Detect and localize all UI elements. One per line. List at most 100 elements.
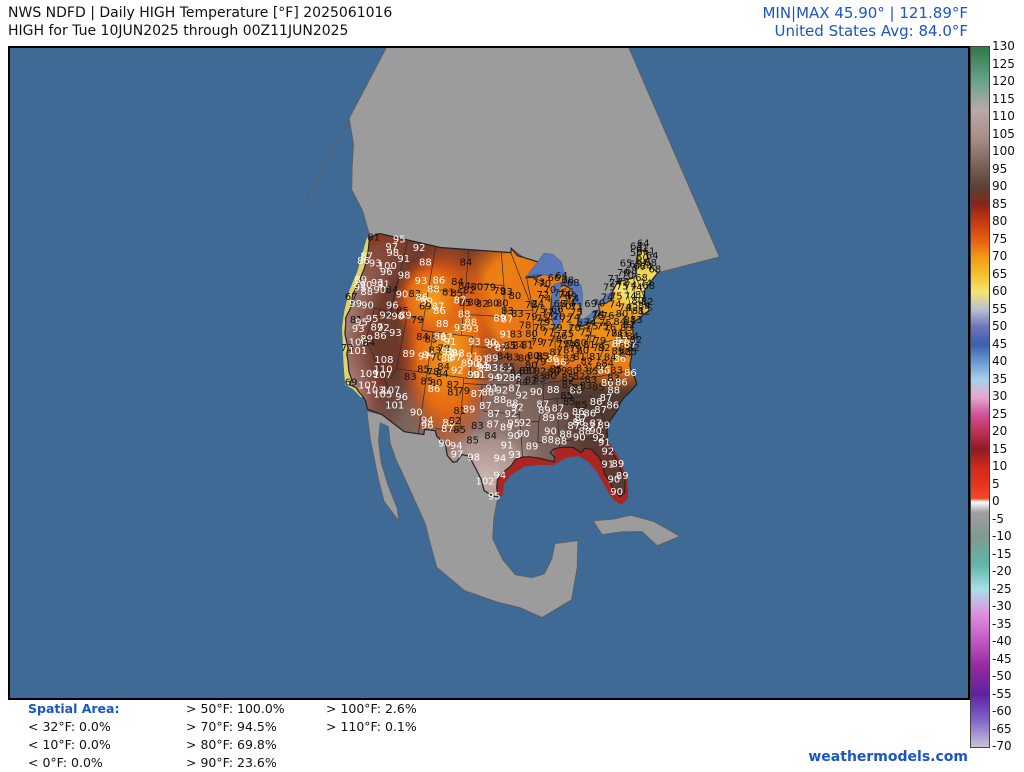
temperature-label: 85 <box>536 352 549 363</box>
temperature-label: 84 <box>460 258 473 269</box>
temperature-label: 88 <box>506 398 519 409</box>
colorbar-tick: 45 <box>992 338 1024 350</box>
colorbar-tick: -40 <box>992 635 1024 647</box>
stat-above-50: > 50°F: 100.0% <box>186 700 285 718</box>
temperature-label: 88 <box>464 318 477 329</box>
colorbar-tick: 15 <box>992 443 1024 455</box>
colorbar-tick: 25 <box>992 408 1024 420</box>
min-max-readout: MIN|MAX 45.90° | 121.89°F <box>568 4 968 22</box>
temperature-label: 90 <box>610 487 623 498</box>
temperature-label: 96 <box>421 421 434 432</box>
spatial-area-col3: > 100°F: 2.6% > 110°F: 0.1% <box>326 700 417 736</box>
colorbar-tick: 35 <box>992 373 1024 385</box>
temperature-label: 83 <box>511 309 524 320</box>
temperature-label: 85 <box>453 425 466 436</box>
temperature-label: 90 <box>589 426 602 437</box>
temperature-label: 92 <box>451 365 464 376</box>
temperature-label: 92 <box>519 418 532 429</box>
temperature-label: 70 <box>617 268 630 279</box>
temperature-label: 93 <box>508 450 521 461</box>
temperature-label: 86 <box>374 331 387 342</box>
temperature-label: 89 <box>402 349 415 360</box>
brand-link[interactable]: weathermodels.com <box>808 749 968 765</box>
map-valid-period: HIGH for Tue 10JUN2025 through 00Z11JUN2… <box>8 22 568 40</box>
colorbar-tick: -20 <box>992 565 1024 577</box>
colorbar-tick: 60 <box>992 285 1024 297</box>
temperature-label: 90 <box>530 387 543 398</box>
colorbar-tick: 120 <box>992 75 1024 87</box>
colorbar-tick: 40 <box>992 355 1024 367</box>
temperature-label: 107 <box>373 370 392 381</box>
colorbar-tick: 65 <box>992 268 1024 280</box>
colorbar-tick: 55 <box>992 303 1024 315</box>
temperature-label: 92 <box>496 373 509 384</box>
colorbar-tick: -70 <box>992 740 1024 752</box>
colorbar-tick: 80 <box>992 215 1024 227</box>
stat-below-32: < 32°F: 0.0% <box>28 718 119 736</box>
temperature-label: 87 <box>487 419 500 430</box>
temperature-label: 75 <box>570 308 583 319</box>
temperature-label: 88 <box>419 257 432 268</box>
temperature-label: 69 <box>419 301 432 312</box>
temperature-label: 84 <box>604 353 617 364</box>
temperature-label: 80 <box>525 329 538 340</box>
temperature-label: 85 <box>624 347 637 358</box>
temperature-label: 74 <box>609 300 622 311</box>
temperature-label: 88 <box>494 395 507 406</box>
colorbar-tick: 75 <box>992 233 1024 245</box>
temperature-label: 92 <box>602 447 615 458</box>
temperature-label: 89 <box>542 413 555 424</box>
temperature-label: 94 <box>493 470 506 481</box>
temperature-label: 92 <box>379 311 392 322</box>
map-title: NWS NDFD | Daily HIGH Temperature [°F] 2… <box>8 4 568 22</box>
stat-below-0: < 0°F: 0.0% <box>28 754 119 772</box>
colorbar-tick: 50 <box>992 320 1024 332</box>
temperature-label: 98 <box>398 270 411 281</box>
colorbar-tick: 95 <box>992 163 1024 175</box>
spatial-area-col1: Spatial Area: < 32°F: 0.0% < 10°F: 0.0% … <box>28 700 119 772</box>
colorbar-tick: -60 <box>992 705 1024 717</box>
stat-above-70: > 70°F: 94.5% <box>186 718 285 736</box>
colorbar-tick: 130 <box>992 40 1024 52</box>
temperature-label: 86 <box>615 377 628 388</box>
temperature-label: 68 <box>649 265 662 276</box>
temperature-label: 101 <box>385 400 404 411</box>
temperature-label: 95 <box>488 492 501 503</box>
temperature-label: 88 <box>541 435 554 446</box>
temperature-label: 77 <box>541 339 554 350</box>
temperature-label: 91 <box>397 254 410 265</box>
temperature-label: 82 <box>641 297 654 308</box>
temperature-label: 90 <box>373 285 386 296</box>
stat-above-110: > 110°F: 0.1% <box>326 718 417 736</box>
temperature-label: 69 <box>345 377 358 388</box>
colorbar <box>970 46 990 748</box>
temperature-label: 80 <box>509 291 522 302</box>
temperature-label: 101 <box>348 346 367 357</box>
stat-above-100: > 100°F: 2.6% <box>326 700 417 718</box>
colorbar-tick: 110 <box>992 110 1024 122</box>
temperature-label: 94 <box>494 453 507 464</box>
temperature-label: 79 <box>550 323 563 334</box>
temperature-label: 89 <box>612 459 625 470</box>
temperature-label: 87 <box>441 424 454 435</box>
temperature-label: 79 <box>411 315 424 326</box>
spatial-area-col2: > 50°F: 100.0% > 70°F: 94.5% > 80°F: 69.… <box>186 700 285 772</box>
colorbar-tick: 20 <box>992 425 1024 437</box>
temperature-label: 93 <box>415 276 428 287</box>
temperature-label: 83 <box>471 421 484 432</box>
colorbar-tick: -15 <box>992 548 1024 560</box>
temperature-label: 82 <box>630 335 643 346</box>
temperature-label: 99 <box>349 299 362 310</box>
temperature-label: 83 <box>404 372 417 383</box>
temperature-label: 85 <box>563 397 576 408</box>
colorbar-tick: -50 <box>992 670 1024 682</box>
temperature-label: 87 <box>487 409 500 420</box>
temperature-label: 85 <box>575 400 588 411</box>
temperature-label: 88 <box>554 436 567 447</box>
colorbar-tick: 115 <box>992 93 1024 105</box>
temperature-label: 79 <box>525 312 538 323</box>
temperature-label: 64 <box>646 251 659 262</box>
colorbar-tick: -45 <box>992 653 1024 665</box>
